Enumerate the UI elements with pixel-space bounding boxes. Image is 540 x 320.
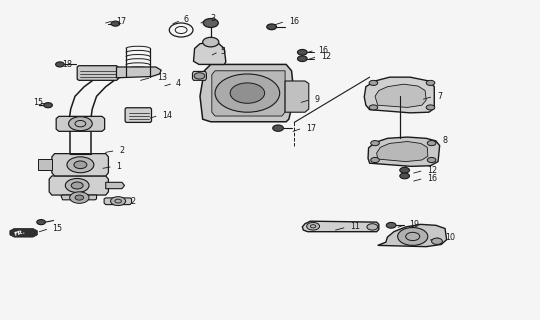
Circle shape: [426, 80, 435, 85]
Text: 16: 16: [319, 45, 328, 55]
Polygon shape: [192, 71, 206, 80]
Polygon shape: [38, 159, 52, 170]
Text: 10: 10: [445, 233, 455, 242]
Text: FR.: FR.: [13, 229, 25, 237]
Text: 12: 12: [427, 166, 437, 175]
Text: 6: 6: [184, 15, 189, 24]
Circle shape: [273, 125, 284, 131]
Circle shape: [70, 192, 89, 203]
Text: 3: 3: [211, 14, 216, 23]
Text: 5: 5: [220, 47, 225, 56]
Circle shape: [111, 21, 120, 26]
Text: 12: 12: [321, 52, 332, 61]
Circle shape: [44, 103, 52, 108]
Text: 2: 2: [130, 197, 135, 206]
Text: 11: 11: [350, 222, 360, 231]
Circle shape: [369, 105, 377, 110]
Text: 7: 7: [437, 92, 442, 101]
Circle shape: [267, 24, 276, 30]
Polygon shape: [10, 228, 37, 237]
Circle shape: [65, 179, 89, 193]
Circle shape: [202, 37, 219, 47]
Circle shape: [71, 182, 83, 189]
Polygon shape: [368, 137, 440, 166]
Circle shape: [371, 157, 379, 163]
Polygon shape: [364, 77, 434, 113]
Circle shape: [75, 195, 84, 200]
Text: 19: 19: [409, 220, 419, 229]
Circle shape: [298, 50, 307, 55]
Text: 4: 4: [176, 79, 181, 88]
Polygon shape: [375, 84, 426, 108]
Circle shape: [371, 140, 379, 146]
Circle shape: [400, 167, 409, 173]
Text: 16: 16: [289, 17, 299, 26]
Polygon shape: [193, 42, 226, 64]
Circle shape: [69, 117, 92, 131]
Text: 17: 17: [307, 124, 317, 132]
Circle shape: [386, 222, 396, 228]
Polygon shape: [61, 195, 97, 200]
Text: 13: 13: [157, 73, 167, 82]
Circle shape: [230, 83, 265, 103]
Circle shape: [427, 140, 436, 146]
Text: 15: 15: [33, 98, 43, 107]
Text: 14: 14: [163, 111, 172, 120]
Polygon shape: [56, 116, 105, 131]
Circle shape: [426, 105, 435, 110]
Polygon shape: [125, 108, 152, 123]
Circle shape: [427, 157, 436, 163]
Circle shape: [67, 157, 94, 173]
Polygon shape: [377, 224, 447, 247]
Circle shape: [111, 197, 126, 205]
Polygon shape: [117, 67, 161, 78]
Polygon shape: [106, 182, 125, 189]
Circle shape: [37, 220, 45, 225]
Circle shape: [307, 222, 320, 230]
Text: 18: 18: [63, 60, 73, 69]
Circle shape: [203, 19, 218, 28]
Polygon shape: [200, 64, 294, 122]
Polygon shape: [302, 221, 379, 232]
Circle shape: [194, 73, 205, 79]
Circle shape: [56, 62, 64, 67]
Circle shape: [369, 80, 377, 85]
Text: 2: 2: [119, 146, 124, 155]
Circle shape: [298, 56, 307, 61]
Text: 9: 9: [314, 95, 319, 104]
Polygon shape: [212, 71, 285, 116]
Text: 15: 15: [52, 224, 62, 233]
Circle shape: [215, 74, 280, 112]
Circle shape: [400, 173, 409, 179]
Text: 1: 1: [117, 162, 122, 171]
Polygon shape: [52, 154, 109, 176]
Polygon shape: [49, 176, 109, 195]
Polygon shape: [104, 198, 132, 204]
Polygon shape: [285, 81, 309, 112]
Text: 8: 8: [442, 136, 447, 145]
Polygon shape: [77, 66, 118, 80]
Circle shape: [367, 224, 377, 230]
Circle shape: [431, 238, 442, 244]
Text: 17: 17: [117, 17, 126, 26]
Circle shape: [397, 228, 428, 245]
Polygon shape: [376, 141, 428, 162]
Text: 16: 16: [427, 174, 437, 183]
Circle shape: [74, 161, 87, 169]
